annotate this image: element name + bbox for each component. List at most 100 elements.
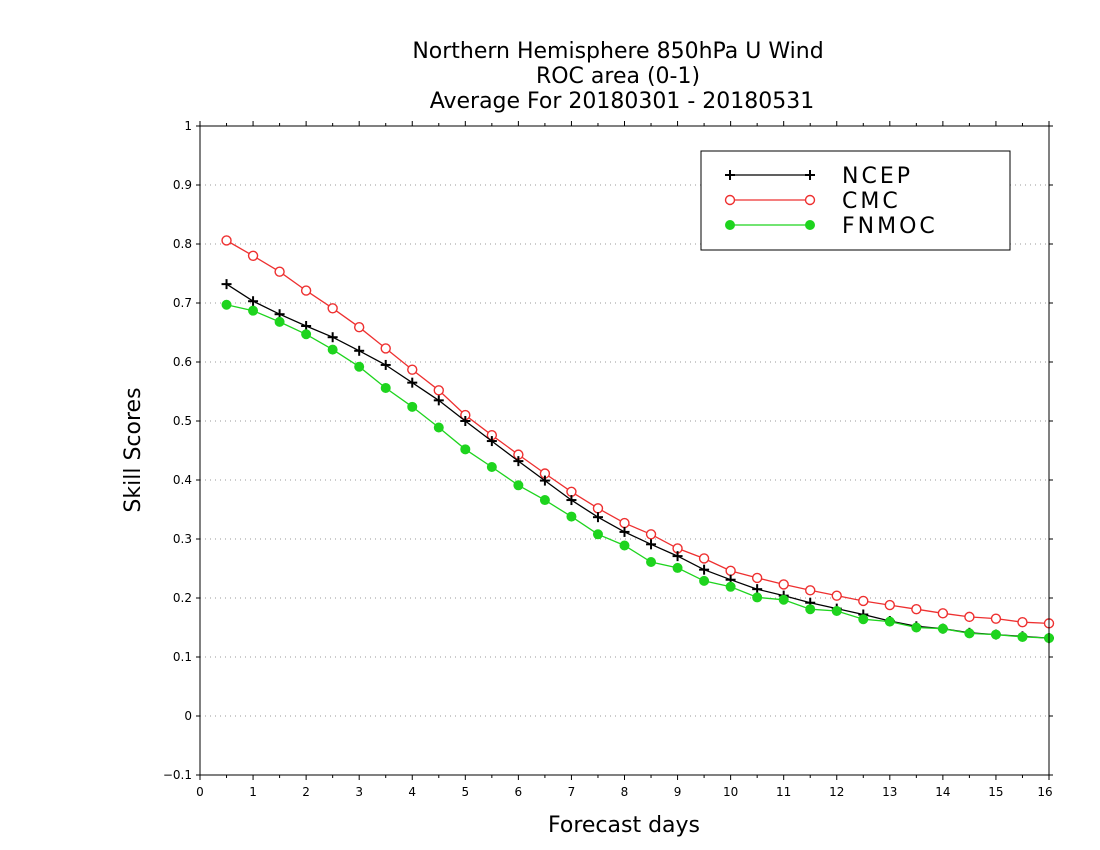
data-point-ncep [619,526,630,537]
data-point-cmc [937,608,949,619]
data-point-ncep [646,539,657,550]
data-point-cmc [778,579,789,590]
data-point-cmc [353,321,365,333]
data-point-fnmoc [805,604,816,615]
data-point-ncep [513,456,524,467]
x-tick-label: 6 [515,785,523,799]
series-line-fnmoc [226,304,1050,639]
y-tick-label: 0.9 [173,178,192,192]
x-tick-label: 7 [568,785,576,799]
y-tick-label: 0.1 [173,650,192,664]
data-point-fnmoc [539,495,550,506]
x-tick-label: 0 [196,785,204,799]
legend-marker [805,170,815,180]
y-tick-label: 0.5 [173,414,192,428]
data-point-cmc [911,604,922,615]
data-point-cmc [407,364,418,375]
data-point-cmc [300,285,312,296]
data-point-cmc [619,517,630,529]
data-point-fnmoc [354,361,365,372]
data-point-cmc [725,565,736,577]
title-line-2: ROC area (0-1) [536,64,700,89]
y-axis-label: Skill Scores [121,387,146,512]
legend-marker [725,170,735,180]
data-point-cmc [327,303,338,314]
data-point-cmc [751,572,763,584]
data-point-fnmoc [858,614,869,625]
legend-entry-fnmoc: FNMOC [725,214,938,239]
data-point-ncep [699,564,710,575]
legend-label-fnmoc: FNMOC [842,214,938,239]
data-point-cmc [990,613,1002,624]
data-point-fnmoc [433,422,444,433]
title-line-3: Average For 20180301 - 20180531 [430,89,815,114]
data-point-fnmoc [460,444,471,455]
y-tick-label: 0.6 [173,355,192,369]
data-point-fnmoc [1017,631,1028,642]
data-point-cmc [645,529,657,540]
series-line-ncep [226,283,1050,639]
data-point-fnmoc [646,557,657,568]
data-point-ncep [566,495,577,506]
y-tick-label: 0.7 [173,296,192,310]
data-point-cmc [698,553,710,564]
legend-marker [725,220,735,230]
title-line-1: Northern Hemisphere 850hPa U Wind [412,39,823,64]
data-point-ncep [672,551,683,562]
x-tick-label: 5 [461,785,469,799]
legend-entry-cmc: CMC [724,189,901,214]
y-tick-label: 0.4 [173,473,192,487]
x-tick-label: 8 [621,785,629,799]
data-point-ncep [327,332,338,343]
data-point-fnmoc [911,622,922,633]
data-point-fnmoc [937,623,948,634]
data-point-fnmoc [831,605,842,616]
data-point-cmc [433,385,444,396]
x-tick-label: 1 [249,785,257,799]
x-tick-label: 9 [674,785,682,799]
data-point-ncep [486,436,497,447]
data-point-fnmoc [274,316,285,327]
x-tick-label: 4 [408,785,416,799]
series-line-cmc [226,239,1050,625]
x-tick-label: 10 [723,785,738,799]
data-point-cmc [964,611,975,623]
y-tick-label: 0.3 [173,532,192,546]
data-point-ncep [433,395,444,406]
x-tick-label: 11 [776,785,791,799]
data-point-fnmoc [699,575,710,586]
data-point-fnmoc [778,594,789,605]
data-point-fnmoc [990,629,1001,640]
legend-entry-ncep: NCEP [725,164,910,189]
data-point-fnmoc [566,511,577,522]
data-point-cmc [858,595,869,607]
x-axis-tick-labels: 0 1 2 3 4 5 6 7 8 9 10 11 12 13 14 15 16 [196,785,1052,799]
data-point-fnmoc [486,462,497,473]
x-tick-label: 3 [355,785,363,799]
x-tick-label: 16 [1037,785,1052,799]
data-point-fnmoc [301,329,312,340]
data-point-ncep [460,416,471,426]
legend-marker [724,194,736,206]
data-point-cmc [274,266,285,277]
data-point-cmc [247,250,259,262]
data-point-fnmoc [752,592,763,603]
legend-label-cmc: CMC [842,189,901,214]
data-point-cmc [221,235,232,246]
data-point-cmc [380,343,391,354]
data-point-fnmoc [592,529,603,540]
data-point-ncep [407,377,418,388]
data-point-fnmoc [248,305,259,316]
data-point-fnmoc [407,401,418,412]
y-tick-label: 0 [184,709,192,723]
y-tick-label: −0.1 [163,768,192,782]
data-point-cmc [1017,616,1028,628]
series-fnmoc [221,299,1054,644]
chart-title: Northern Hemisphere 850hPa U Wind ROC ar… [412,39,823,114]
data-point-cmc [884,599,896,611]
x-tick-label: 13 [882,785,897,799]
legend-marker [805,220,815,230]
data-point-cmc [592,503,604,514]
